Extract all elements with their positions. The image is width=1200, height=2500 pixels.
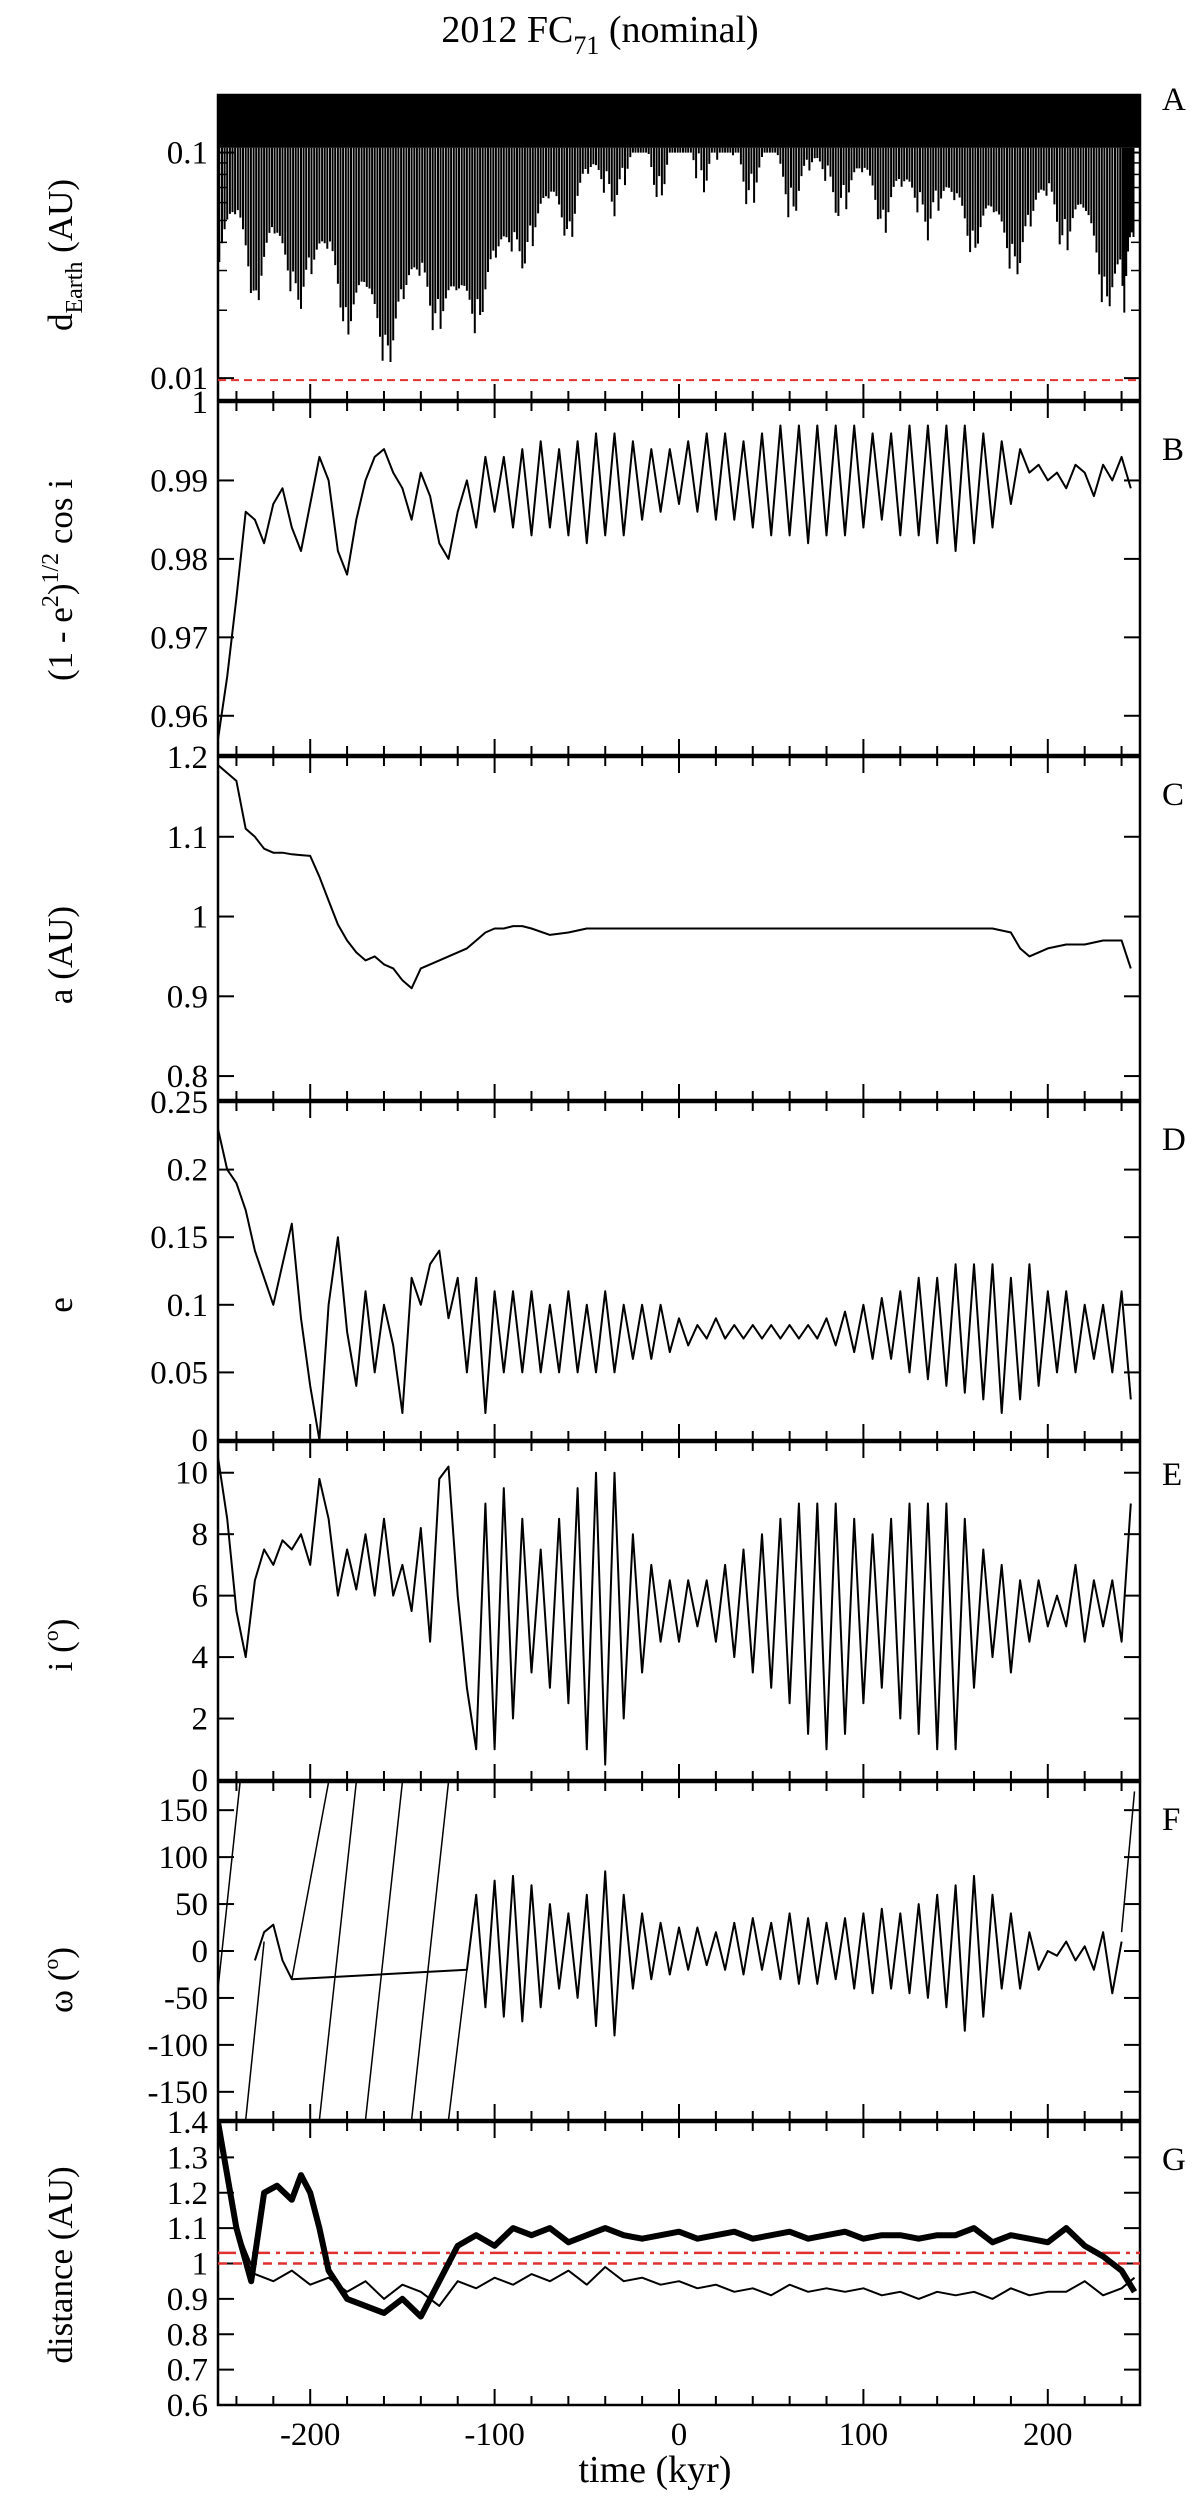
panel-E-series-0 <box>218 1457 1132 1766</box>
panel-D-series-0 <box>218 1128 1132 1440</box>
panel-D-ytick-label: 0.25 <box>150 1085 208 1121</box>
panel-A-ytick-label: 0.01 <box>150 361 208 397</box>
panel-D-frame <box>216 1100 1142 1442</box>
panel-D-ytick-label: 0.2 <box>167 1153 208 1189</box>
panel-F-ytick-label: 100 <box>159 1840 209 1876</box>
x-tick-label: -100 <box>464 2417 525 2453</box>
panel-F-letter: F <box>1162 1802 1180 1838</box>
panel-E-ytick-label: 0 <box>192 1763 209 1799</box>
panel-G-ytick-label: 1 <box>192 2247 209 2283</box>
panel-G: distance (AU) G 0.60.70.80.911.11.21.31.… <box>41 2105 1186 2424</box>
panel-E-ytick-label: 10 <box>175 1456 208 1492</box>
panel-B: (1 - e2)1/2 cos i B 0.96 0.97 0.98 0.99 1 <box>38 385 1184 757</box>
panel-C-ytick-label: 0.8 <box>167 1059 208 1095</box>
panel-D-ylabel: e <box>41 1297 80 1313</box>
panel-C-ytick-label: 1.1 <box>167 820 208 856</box>
panel-G-ytick-label: 0.8 <box>167 2317 208 2353</box>
panel-F-plot-area <box>218 1782 1136 2120</box>
panel-A-ytick-label: 0.1 <box>167 136 208 172</box>
panel-E-ytick-label: 4 <box>192 1640 209 1676</box>
panel-G-ytick-label: 0.7 <box>167 2353 208 2389</box>
panel-B-ytick-label: 0.98 <box>150 542 208 578</box>
panel-C-ylabel: a (AU) <box>41 906 80 1004</box>
panel-G-letter: G <box>1162 2142 1186 2178</box>
panel-E-ytick-label: 2 <box>192 1702 209 1738</box>
panel-E: i (o) E 0 2 4 6 8 10 <box>38 1440 1182 1799</box>
panel-C-letter: C <box>1162 777 1184 813</box>
panel-G-ytick-label: 1.3 <box>167 2140 208 2176</box>
panel-C-ytick-label: 1.2 <box>167 740 208 776</box>
panel-C-ytick-label: 0.9 <box>167 979 208 1015</box>
panel-B-frame <box>216 400 1142 757</box>
x-tick-label: 0 <box>671 2417 688 2453</box>
panel-F-series-segment <box>364 1782 404 2120</box>
panel-F-series-segment <box>318 1782 358 2120</box>
panel-G-ytick-label: 1.1 <box>167 2211 208 2247</box>
panel-C-series-0 <box>218 764 1132 990</box>
x-tick-label: 100 <box>839 2417 889 2453</box>
panel-F-series-segment <box>1120 1791 1136 1933</box>
panel-B-ytick-label: 0.97 <box>150 620 208 656</box>
panel-E-plot-area <box>218 1457 1132 1766</box>
panel-A-band <box>218 95 1140 148</box>
panel-F-ytick-label: 150 <box>159 1793 209 1829</box>
panel-E-ytick-label: 6 <box>192 1579 209 1615</box>
panel-G-ytick-label: 0.6 <box>167 2388 208 2424</box>
panel-F-frame <box>216 1780 1142 2122</box>
panel-G-series-0 <box>218 2122 1138 2320</box>
panel-B-ylabel: (1 - e2)1/2 cos i <box>38 479 80 681</box>
panel-F-series-1 <box>253 1870 1123 2037</box>
panel-F-series-segment <box>410 1782 450 2120</box>
panel-F-series-segment <box>447 1969 468 2120</box>
x-tick-label: -200 <box>280 2417 341 2453</box>
panel-G-ylabel: distance (AU) <box>41 2166 80 2363</box>
panel-G-ytick-label: 1.4 <box>167 2105 208 2141</box>
panel-E-letter: E <box>1162 1457 1182 1493</box>
x-tick-label: 200 <box>1023 2417 1073 2453</box>
panel-A-letter: A <box>1162 82 1186 118</box>
panel-C-ytick-label: 1 <box>192 900 209 936</box>
panel-G-series-1 <box>218 2122 1136 2307</box>
panel-A-ylabel: dEarth (AU) <box>41 179 88 331</box>
panel-B-letter: B <box>1162 432 1184 468</box>
panel-B-ytick-label: 1 <box>192 385 209 421</box>
panel-E-frame <box>216 1440 1142 1782</box>
panel-F-ytick-label: -100 <box>148 2028 209 2064</box>
panel-B-ytick-label: 0.96 <box>150 699 208 735</box>
panel-E-ylabel: i (o) <box>38 1619 80 1672</box>
panel-F-ytick-label: -150 <box>148 2075 209 2111</box>
panel-G-ytick-label: 0.9 <box>167 2282 208 2318</box>
panel-F-series-segment <box>244 1941 265 2120</box>
panel-F-ytick-label: -50 <box>164 1981 208 2017</box>
panel-C: a (AU) C 0.8 0.9 1 1.1 1.2 <box>41 740 1184 1102</box>
panel-F-ylabel: ω (o) <box>38 1947 80 2013</box>
panel-D-letter: D <box>1162 1122 1186 1158</box>
panel-F-ytick-label: 0 <box>192 1934 209 1970</box>
panel-F-series-segment <box>218 1782 241 1989</box>
panel-B-plot-area <box>218 424 1132 740</box>
panel-D-plot-area <box>218 1128 1132 1440</box>
panel-D: e D 0 0.05 0.1 0.15 0.2 0.25 <box>41 1085 1186 1459</box>
panel-D-ytick-label: 0.1 <box>167 1288 208 1324</box>
panel-D-ytick-label: 0 <box>192 1423 209 1459</box>
panel-B-series-0 <box>218 424 1132 740</box>
x-axis-label: time (kyr) <box>578 2449 731 2491</box>
panel-E-ytick-label: 8 <box>192 1517 209 1553</box>
figure-title: 2012 FC71 (nominal) <box>441 9 758 60</box>
panel-G-plot-area <box>218 2122 1140 2320</box>
panel-B-ytick-label: 0.99 <box>150 463 208 499</box>
panel-A-plot-area <box>218 95 1140 382</box>
panel-D-ytick-label: 0.15 <box>150 1220 208 1256</box>
x-tick-labels: -200 -100 0 100 200 <box>280 2417 1073 2453</box>
panel-F-ytick-label: 50 <box>175 1887 208 1923</box>
panel-F: ω (o) F -150 -100 -50 0 50 100 150 <box>38 1780 1180 2122</box>
panel-G-ytick-label: 1.2 <box>167 2176 208 2212</box>
panel-A: dEarth (AU) A 0.01 0.1 <box>41 82 1186 402</box>
panel-F-series-segment <box>291 1782 330 1980</box>
panel-A-spikes <box>218 147 1135 362</box>
panel-D-ytick-label: 0.05 <box>150 1355 208 1391</box>
panel-C-plot-area <box>218 764 1132 990</box>
